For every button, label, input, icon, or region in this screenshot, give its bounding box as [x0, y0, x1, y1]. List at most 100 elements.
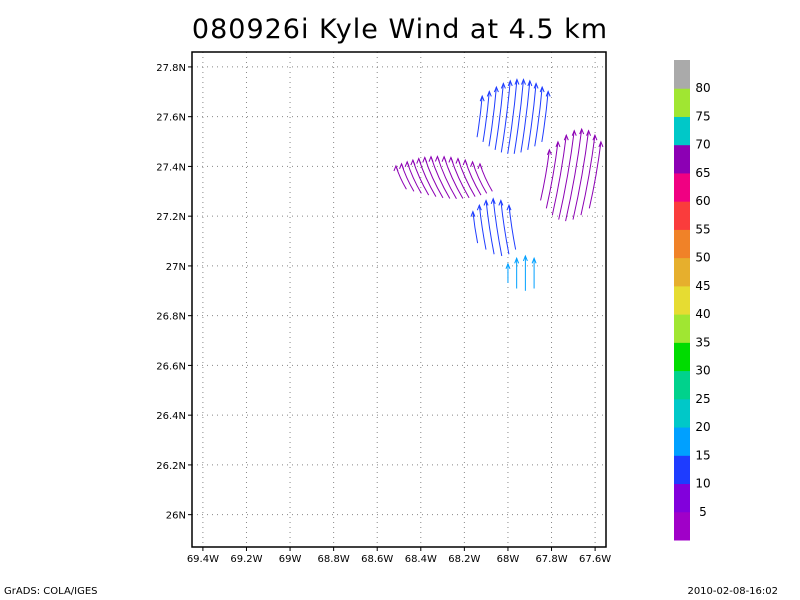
colorbar-label: 80 — [695, 81, 710, 95]
arrowhead — [598, 140, 604, 148]
streamline — [565, 129, 583, 222]
arrowhead — [539, 85, 545, 93]
x-tick-label: 69.2W — [230, 554, 262, 565]
colorbar-segment — [674, 116, 690, 146]
colorbar-label: 30 — [695, 364, 710, 378]
plot-title: 080926i Kyle Wind at 4.5 km — [191, 14, 609, 45]
colorbar-segment — [674, 427, 690, 456]
colorbar-segment — [674, 398, 690, 428]
y-tick-label: 26.2N — [156, 461, 186, 472]
x-tick-label: 68.8W — [318, 554, 350, 565]
x-tick-label: 68.6W — [361, 554, 393, 565]
y-tick-label: 26N — [166, 511, 186, 522]
colorbar-segment — [674, 370, 690, 400]
streamline — [520, 80, 531, 153]
arrowhead — [434, 155, 440, 162]
y-tick-label: 27N — [166, 262, 186, 273]
arrowhead — [399, 162, 404, 170]
x-tick-label: 68W — [497, 554, 520, 565]
colorbar-label: 65 — [695, 166, 710, 180]
arrowhead — [462, 158, 468, 166]
arrowhead — [393, 164, 399, 172]
streamline — [507, 79, 518, 154]
streamline — [551, 135, 567, 216]
y-tick-label: 27.4N — [156, 162, 186, 173]
colorbar-segment — [674, 201, 690, 230]
streamline — [476, 96, 483, 138]
colorbar-segment — [674, 314, 690, 343]
arrowhead — [500, 82, 506, 89]
arrowhead — [410, 158, 416, 166]
arrowhead — [448, 156, 454, 163]
arrowhead — [477, 162, 483, 170]
arrowhead — [514, 78, 520, 85]
colorbar-label: 25 — [695, 392, 710, 406]
arrowhead — [533, 82, 539, 89]
footer-credit: GrADS: COLA/IGES — [4, 586, 98, 597]
streamline — [478, 205, 487, 250]
colorbar-label: 75 — [695, 109, 710, 123]
arrowhead — [483, 199, 489, 206]
streamline — [482, 91, 490, 143]
x-tick-label: 67.8W — [535, 554, 567, 565]
arrowhead — [571, 129, 577, 136]
arrowhead — [498, 199, 504, 206]
colorbar-label: 20 — [695, 420, 710, 434]
colorbar-label: 10 — [695, 477, 710, 491]
arrowhead — [505, 262, 511, 269]
arrowhead — [555, 140, 561, 148]
colorbar-segment — [674, 285, 690, 315]
streamline — [540, 149, 550, 201]
arrowhead — [422, 156, 428, 163]
colorbar-label: 50 — [695, 251, 710, 265]
arrowhead — [514, 256, 520, 264]
x-tick-label: 67.6W — [579, 554, 611, 565]
arrowhead — [490, 197, 496, 204]
streamline — [558, 130, 575, 220]
streamline — [494, 83, 504, 150]
streamline — [488, 87, 497, 147]
colorbar-segment — [674, 88, 690, 117]
arrowhead — [522, 254, 528, 262]
arrowhead — [416, 157, 422, 164]
arrowhead — [486, 90, 492, 97]
colorbar-segment — [674, 257, 690, 287]
colorbar-label: 55 — [695, 222, 710, 236]
streamline — [508, 205, 517, 250]
streamline — [534, 87, 543, 147]
arrowhead — [521, 78, 526, 85]
arrowhead — [470, 210, 476, 217]
colorbar-label: 70 — [695, 138, 710, 152]
streamline — [545, 141, 559, 209]
arrowhead — [404, 160, 410, 168]
streamline — [485, 200, 495, 255]
colorbar-segment — [674, 342, 690, 372]
colorbar-segment — [674, 172, 690, 202]
arrowhead — [455, 157, 461, 164]
arrowhead — [428, 155, 434, 162]
streamline — [500, 80, 511, 153]
colorbar-segment — [674, 455, 690, 485]
colorbar-label: 45 — [695, 279, 710, 293]
streamline — [588, 141, 602, 209]
y-tick-label: 26.6N — [156, 361, 186, 372]
y-tick-label: 27.2N — [156, 212, 186, 223]
y-tick-label: 27.8N — [156, 63, 186, 74]
streamline — [541, 91, 549, 143]
colorbar: 5 10 15 20 25 30 35 40 45 50 55 60 65 70 75 80 — [674, 60, 711, 541]
arrowhead — [545, 90, 551, 97]
streamline — [572, 130, 590, 220]
arrowhead — [527, 79, 533, 87]
colorbar-segment — [674, 60, 690, 89]
colorbar-label: 60 — [695, 194, 710, 208]
arrowhead — [506, 203, 512, 211]
arrowhead — [507, 79, 513, 87]
arrowhead — [592, 133, 598, 141]
arrowhead — [586, 129, 592, 136]
arrowhead — [546, 148, 552, 156]
colorbar-label: 35 — [695, 335, 710, 349]
x-tick-label: 69W — [279, 554, 302, 565]
footer-timestamp: 2010-02-08-16:02 — [687, 586, 778, 597]
colorbar-label: 5 — [699, 505, 707, 519]
